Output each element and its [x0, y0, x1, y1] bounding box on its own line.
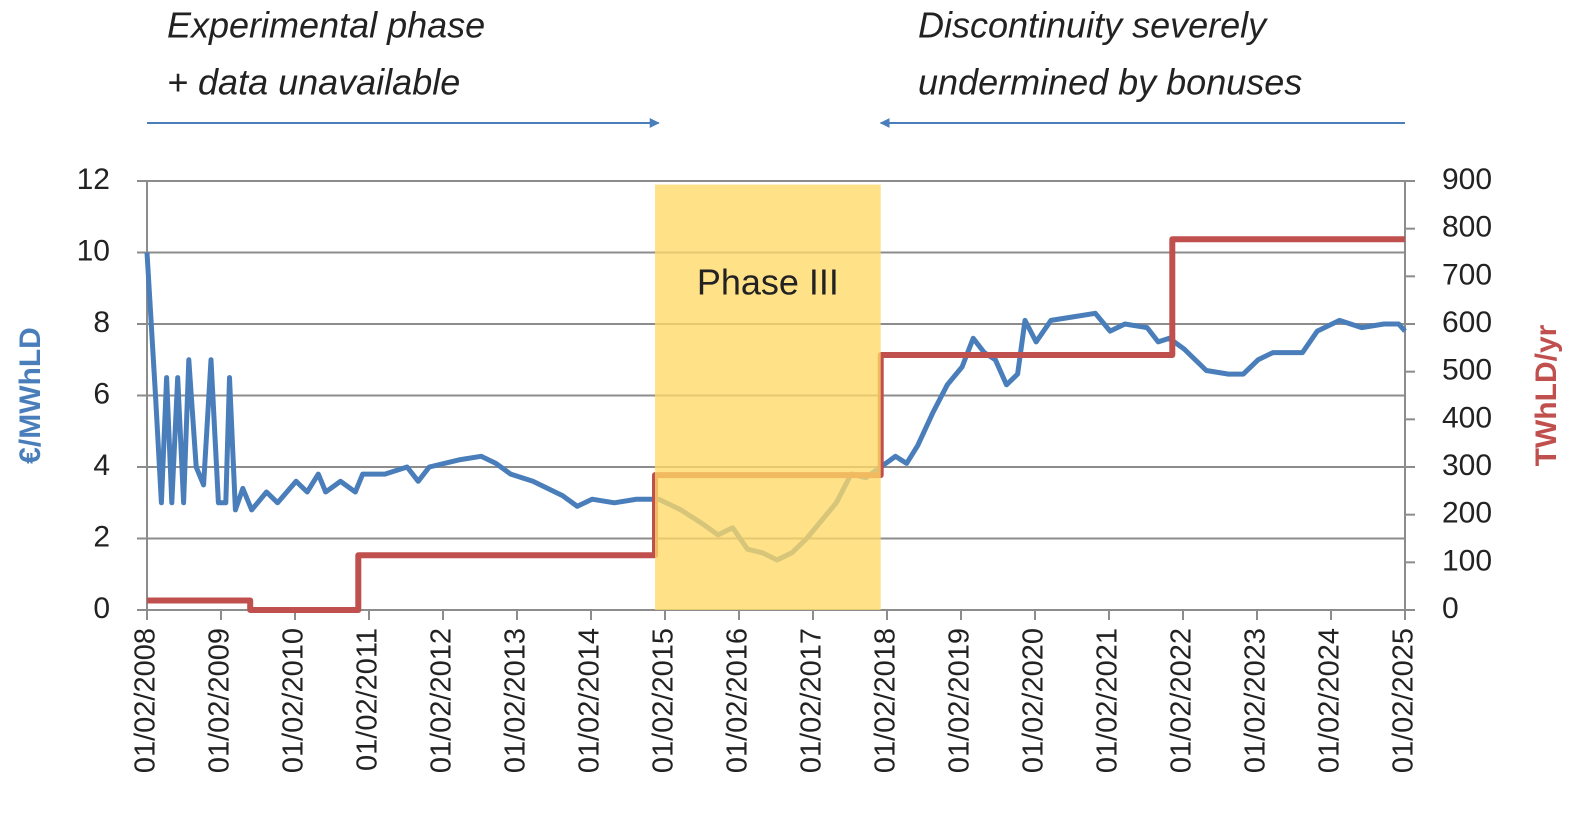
y2-tick-label: 600: [1442, 306, 1492, 339]
x-tick-label: 01/02/2019: [944, 628, 976, 773]
x-tick-label: 01/02/2024: [1314, 628, 1346, 773]
x-tick-label: 01/02/2014: [574, 628, 606, 773]
annotation-text: Discontinuity severely: [918, 5, 1268, 46]
y-tick-label: 10: [77, 234, 110, 267]
y2-tick-label: 100: [1442, 544, 1492, 577]
x-tick-label: 01/02/2025: [1388, 628, 1420, 773]
y-tick-label: 2: [93, 520, 110, 553]
x-tick-label: 01/02/2021: [1092, 628, 1124, 773]
x-tick-label: 01/02/2016: [722, 628, 754, 773]
series-line: [147, 236, 1405, 613]
x-tick-label: 01/02/2010: [278, 628, 310, 773]
annotation-text: undermined by bonuses: [918, 62, 1302, 103]
annotation-text: + data unavailable: [167, 62, 460, 103]
y2-tick-label: 300: [1442, 449, 1492, 482]
annotation-text: Experimental phase: [167, 5, 485, 46]
y2-tick-label: 700: [1442, 258, 1492, 291]
x-tick-label: 01/02/2009: [204, 628, 236, 773]
y-tick-label: 6: [93, 377, 110, 410]
x-tick-label: 01/02/2022: [1166, 628, 1198, 773]
x-tick-label: 01/02/2023: [1240, 628, 1272, 773]
y-tick-label: 4: [93, 449, 110, 482]
x-tick-label: 01/02/2011: [352, 628, 384, 771]
x-tick-label: 01/02/2020: [1018, 628, 1050, 773]
y2-tick-label: 0: [1442, 592, 1459, 625]
y-tick-label: 8: [93, 306, 110, 339]
phase-label: Phase III: [697, 262, 839, 303]
y2-tick-label: 400: [1442, 401, 1492, 434]
y-tick-label: 12: [77, 163, 110, 196]
x-tick-label: 01/02/2008: [130, 628, 162, 773]
y2-tick-label: 200: [1442, 497, 1492, 530]
x-tick-label: 01/02/2012: [426, 628, 458, 773]
y2-tick-label: 500: [1442, 354, 1492, 387]
x-tick-label: 01/02/2017: [796, 628, 828, 773]
y2-axis-title: TWhLD/yr: [1530, 324, 1563, 466]
y-axis-title: €/MWhLD: [14, 327, 47, 464]
y2-tick-label: 800: [1442, 211, 1492, 244]
phase-highlight: [655, 184, 881, 610]
x-tick-label: 01/02/2018: [870, 628, 902, 773]
x-tick-label: 01/02/2015: [648, 628, 680, 773]
x-tick-label: 01/02/2013: [500, 628, 532, 773]
y-tick-label: 0: [93, 592, 110, 625]
y2-tick-label: 900: [1442, 163, 1492, 196]
